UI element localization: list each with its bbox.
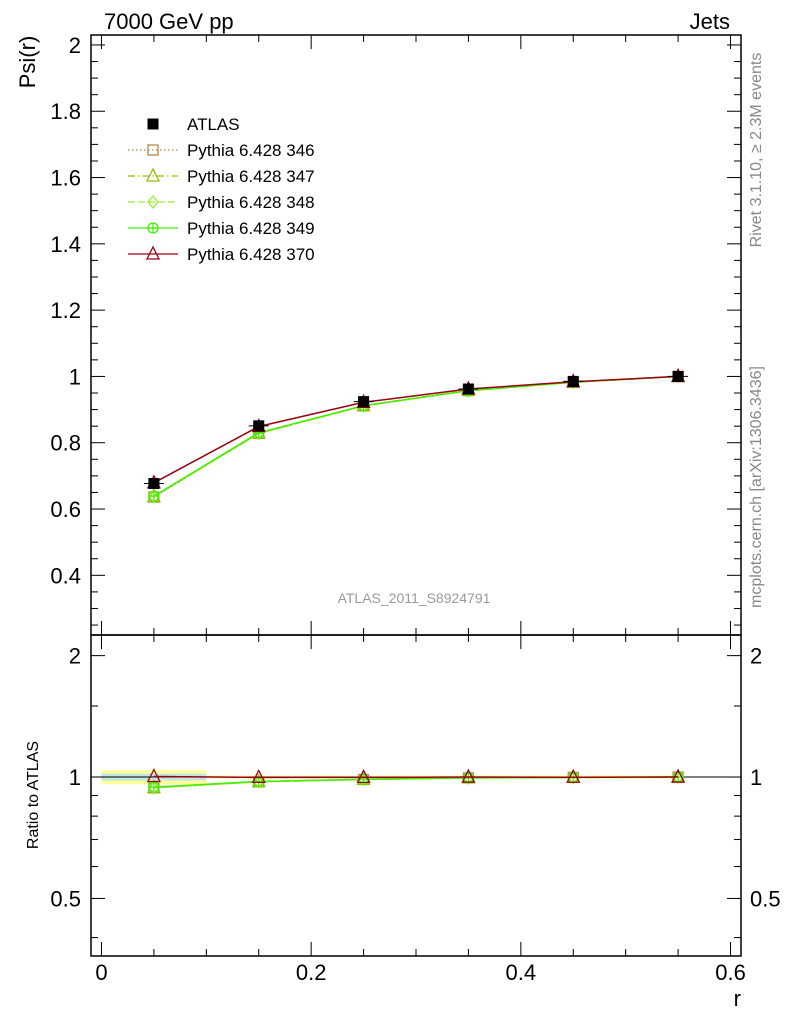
y-tick-label: 0.8 (50, 431, 81, 456)
series-ratio-line (153, 775, 679, 779)
header-energy: 7000 GeV pp (104, 9, 234, 34)
x-tick-label: 0.2 (296, 960, 327, 985)
series-ratio-point (252, 774, 265, 789)
series-ratio-point (251, 768, 266, 784)
legend-entry-data: ATLAS (147, 115, 240, 134)
series-ratio-point (671, 768, 686, 783)
legend-marker (147, 144, 159, 156)
series-ratio-point (672, 770, 684, 785)
data-point (148, 478, 160, 490)
series-line (153, 375, 679, 484)
legend-marker (147, 118, 159, 130)
rivet-version-label: Rivet 3.1.10, ≥ 2.3M events (748, 53, 765, 248)
legend-label: Pythia 6.428 346 (187, 141, 315, 160)
series-layer (143, 367, 689, 795)
legend: ATLAS Pythia 6.428 346 Pythia 6.428 347 Pyt… (128, 115, 315, 264)
legend-marker (147, 194, 159, 210)
ratio-y-tick-label: 1 (69, 765, 81, 790)
y-tick-label: 1 (69, 364, 81, 389)
legend-label: Pythia 6.428 370 (187, 245, 315, 264)
series-ratio-point (566, 768, 581, 783)
legend-marker (145, 245, 161, 260)
ratio-axis-title: Ratio to ATLAS (25, 741, 42, 849)
axis-ticks (91, 35, 741, 956)
data-point (253, 420, 265, 432)
ratio-y-tick-label-right: 2 (750, 644, 762, 669)
series-ratio-point (148, 781, 160, 793)
legend-label: Pythia 6.428 348 (187, 193, 315, 212)
legend-entry-1: Pythia 6.428 346 (128, 141, 315, 160)
x-axis-title: r (734, 986, 741, 1011)
legend-entry-2: Pythia 6.428 347 (128, 167, 315, 186)
series-ratio-point (356, 768, 371, 784)
y-tick-label: 1.2 (50, 298, 81, 323)
atlas-data (143, 370, 689, 490)
legend-marker (147, 222, 159, 234)
legend-entry-3: Pythia 6.428 348 (128, 193, 315, 212)
y-tick-label: 1.8 (50, 99, 81, 124)
x-tick-label: 0.6 (715, 960, 746, 985)
data-point (462, 383, 474, 395)
header-process: Jets (690, 9, 730, 34)
legend-label: Pythia 6.428 347 (187, 167, 315, 186)
legend-entry-4: Pythia 6.428 349 (128, 219, 315, 238)
y-tick-label: 0.4 (50, 563, 81, 588)
series-ratio-point (461, 768, 476, 783)
legend-marker (145, 167, 161, 182)
y-tick-label: 0.6 (50, 497, 81, 522)
y-tick-label: 2 (69, 33, 81, 58)
legend-entry-5: Pythia 6.428 370 (128, 245, 315, 264)
ratio-y-tick-label-right: 0.5 (750, 886, 781, 911)
x-tick-label: 0 (95, 960, 107, 985)
data-point (567, 375, 579, 387)
y-tick-label: 1.6 (50, 166, 81, 191)
mcplots-label: mcplots.cern.ch [arXiv:1306.3436] (748, 366, 765, 608)
y-tick-label: 1.4 (50, 232, 81, 257)
legend-label: ATLAS (187, 115, 240, 134)
tick-labels: 0 0.2 0.4 0.6 0.4 0.6 0.8 1 1.2 1.4 1.6 1.8 2 0.5 0.5 1… (50, 33, 780, 985)
series-ratio-point (146, 768, 161, 783)
analysis-watermark: ATLAS_2011_S8924791 (338, 590, 491, 606)
series-point (148, 490, 160, 502)
ratio-y-tick-label: 2 (69, 644, 81, 669)
data-point (358, 396, 370, 408)
ratio-y-tick-label-right: 1 (750, 765, 762, 790)
data-point (672, 370, 684, 382)
series-ratio-point (148, 780, 160, 795)
ratio-y-tick-label: 0.5 (50, 886, 81, 911)
y-axis-title: Psi(r) (15, 36, 40, 89)
x-tick-label: 0.4 (506, 960, 537, 985)
legend-label: Pythia 6.428 349 (187, 219, 315, 238)
